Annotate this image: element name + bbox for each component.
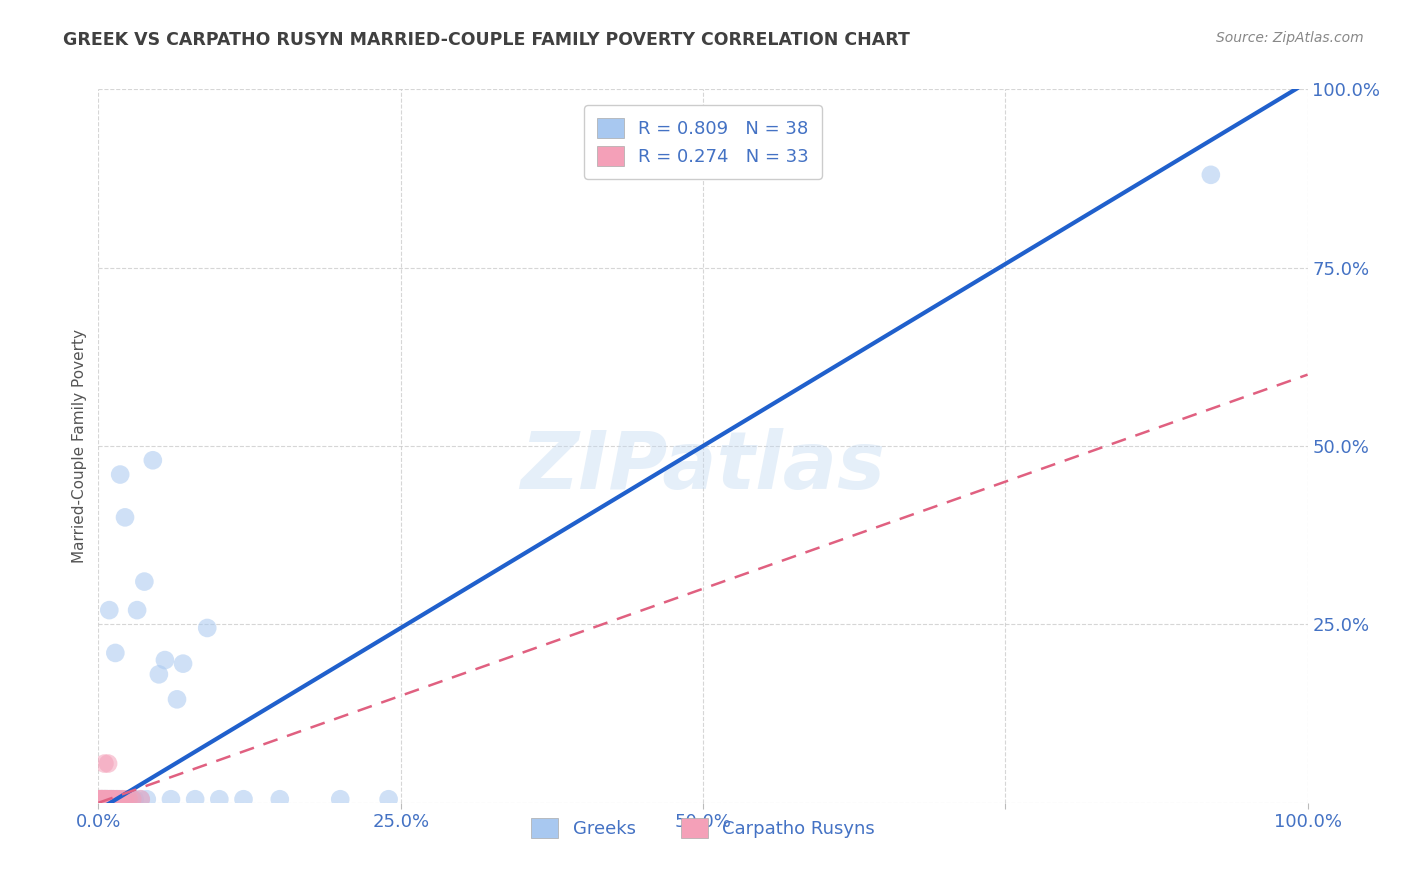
Point <box>89 792 111 806</box>
Y-axis label: Married-Couple Family Poverty: Married-Couple Family Poverty <box>72 329 87 563</box>
Point <box>148 667 170 681</box>
Point <box>105 792 128 806</box>
Point <box>127 603 149 617</box>
Point <box>1199 168 1222 182</box>
Point <box>90 792 112 806</box>
Point <box>184 792 207 806</box>
Point <box>142 453 165 467</box>
Point <box>89 792 111 806</box>
Point <box>111 792 134 806</box>
Point <box>118 792 141 806</box>
Point <box>153 653 176 667</box>
Legend: Greeks, Carpatho Rusyns: Greeks, Carpatho Rusyns <box>522 809 884 847</box>
Point <box>172 657 194 671</box>
Text: GREEK VS CARPATHO RUSYN MARRIED-COUPLE FAMILY POVERTY CORRELATION CHART: GREEK VS CARPATHO RUSYN MARRIED-COUPLE F… <box>63 31 910 49</box>
Point <box>98 603 121 617</box>
Text: ZIPatlas: ZIPatlas <box>520 428 886 507</box>
Point <box>103 792 125 806</box>
Point <box>377 792 399 806</box>
Point <box>93 792 115 806</box>
Point <box>195 621 218 635</box>
Point <box>166 692 188 706</box>
Point <box>129 792 152 806</box>
Point <box>100 792 122 806</box>
Point <box>100 792 122 806</box>
Point <box>101 792 124 806</box>
Point <box>91 792 114 806</box>
Point <box>114 510 136 524</box>
Point <box>90 792 112 806</box>
Point <box>135 792 157 806</box>
Point <box>111 792 134 806</box>
Point <box>134 574 156 589</box>
Point <box>160 792 183 806</box>
Point <box>101 792 124 806</box>
Point <box>90 792 112 806</box>
Point <box>96 792 118 806</box>
Point <box>93 792 115 806</box>
Text: Source: ZipAtlas.com: Source: ZipAtlas.com <box>1216 31 1364 45</box>
Point <box>94 792 117 806</box>
Point <box>96 792 118 806</box>
Point <box>93 756 115 771</box>
Point <box>108 792 131 806</box>
Point <box>91 792 114 806</box>
Point <box>208 792 231 806</box>
Point <box>103 792 125 806</box>
Point <box>93 792 115 806</box>
Point <box>105 792 128 806</box>
Point <box>104 646 127 660</box>
Point <box>98 792 121 806</box>
Point <box>108 467 131 482</box>
Point <box>94 792 117 806</box>
Point <box>107 792 129 806</box>
Point <box>91 792 114 806</box>
Point <box>89 792 111 806</box>
Point <box>118 792 141 806</box>
Point <box>96 792 118 806</box>
Point <box>91 792 114 806</box>
Point <box>129 792 152 806</box>
Point <box>97 792 120 806</box>
Point <box>91 792 114 806</box>
Point <box>97 756 120 771</box>
Point <box>100 792 122 806</box>
Point <box>91 792 114 806</box>
Point <box>124 792 146 806</box>
Point <box>121 792 143 806</box>
Point <box>97 792 120 806</box>
Point <box>91 792 114 806</box>
Point <box>121 792 143 806</box>
Point <box>100 792 122 806</box>
Point <box>108 792 131 806</box>
Point <box>94 792 117 806</box>
Point <box>114 792 136 806</box>
Point <box>232 792 254 806</box>
Point <box>269 792 291 806</box>
Point <box>329 792 352 806</box>
